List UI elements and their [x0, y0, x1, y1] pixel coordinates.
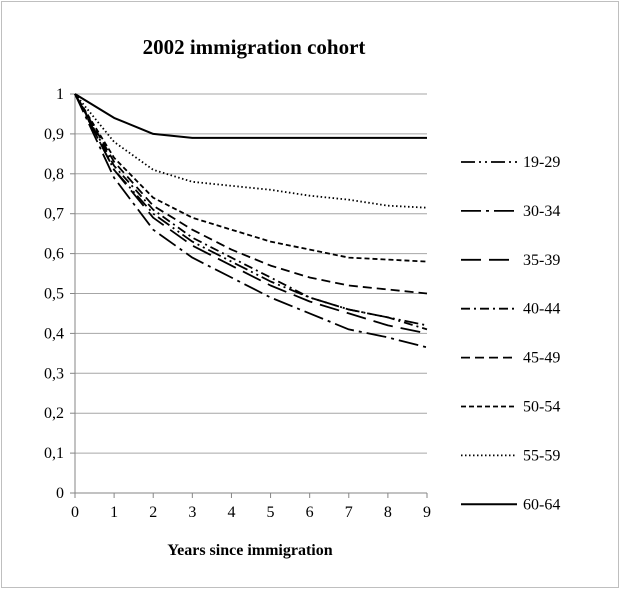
x-tick-label: 3 [188, 504, 196, 521]
y-tick-label: 0,6 [44, 246, 64, 263]
x-tick-label: 7 [345, 504, 353, 521]
legend-label-55-59: 55-59 [523, 447, 560, 464]
legend-label-45-49: 45-49 [523, 350, 560, 367]
x-tick-label: 2 [149, 504, 157, 521]
x-tick-label: 4 [227, 504, 235, 521]
grid-lines [75, 93, 427, 454]
y-tick-label: 0,3 [44, 365, 64, 382]
y-tick-label: 0,9 [44, 126, 64, 143]
legend: 19-29 30-34 35-39 40-44 45-49 50-54 55-59 60-64 [461, 154, 560, 513]
legend-label-30-34: 30-34 [523, 203, 560, 220]
y-tick-label: 0,1 [44, 445, 64, 462]
axes [70, 93, 428, 498]
series-line-45-49 [74, 93, 428, 295]
series-line-50-54 [74, 93, 428, 263]
series-line-40-44 [74, 93, 428, 331]
x-tick-label: 6 [306, 504, 314, 521]
chart-title: 2002 immigration cohort [143, 35, 366, 59]
y-tick-label: 0 [56, 485, 64, 502]
series-line-30-34 [74, 93, 428, 349]
x-tick-labels: 0 1 2 3 4 5 6 7 8 9 [71, 504, 431, 521]
x-tick-label: 0 [71, 504, 79, 521]
y-tick-labels: 0 0,1 0,2 0,3 0,4 0,5 0,6 0,7 0,8 0,9 1 [44, 86, 64, 502]
series-line-60-64 [74, 93, 427, 139]
x-tick-label: 1 [110, 504, 118, 521]
y-tick-label: 1 [56, 86, 64, 103]
y-tick-label: 0,8 [44, 166, 64, 183]
series-line-35-39 [74, 93, 428, 335]
y-tick-label: 0,4 [44, 325, 64, 342]
y-tick-label: 0,2 [44, 405, 64, 422]
x-axis-title: Years since immigration [167, 542, 332, 559]
legend-label-35-39: 35-39 [523, 252, 560, 269]
series-line-55-59 [74, 93, 428, 209]
series-lines [74, 93, 428, 349]
y-tick-label: 0,5 [44, 286, 64, 303]
series-line-19-29 [74, 93, 428, 327]
y-tick-label: 0,7 [44, 206, 64, 223]
x-tick-label: 8 [384, 504, 392, 521]
legend-label-50-54: 50-54 [523, 399, 560, 416]
legend-label-19-29: 19-29 [523, 154, 560, 171]
legend-label-60-64: 60-64 [523, 496, 560, 513]
x-tick-label: 5 [267, 504, 275, 521]
x-tick-label: 9 [423, 504, 431, 521]
legend-label-40-44: 40-44 [523, 301, 560, 318]
